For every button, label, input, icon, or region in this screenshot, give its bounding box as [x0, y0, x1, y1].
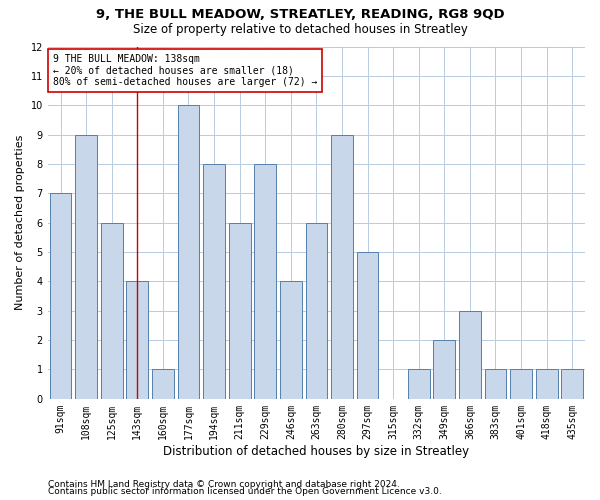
Bar — [101, 222, 122, 399]
Bar — [331, 134, 353, 399]
Text: 9, THE BULL MEADOW, STREATLEY, READING, RG8 9QD: 9, THE BULL MEADOW, STREATLEY, READING, … — [95, 8, 505, 20]
Bar — [305, 222, 327, 399]
Bar — [356, 252, 379, 399]
Text: Contains public sector information licensed under the Open Government Licence v3: Contains public sector information licen… — [48, 488, 442, 496]
Bar — [254, 164, 276, 399]
Bar — [408, 370, 430, 399]
Bar — [459, 310, 481, 399]
Bar — [510, 370, 532, 399]
Bar — [203, 164, 225, 399]
Text: Size of property relative to detached houses in Streatley: Size of property relative to detached ho… — [133, 22, 467, 36]
Y-axis label: Number of detached properties: Number of detached properties — [15, 135, 25, 310]
X-axis label: Distribution of detached houses by size in Streatley: Distribution of detached houses by size … — [163, 444, 469, 458]
Bar — [433, 340, 455, 399]
Bar — [536, 370, 557, 399]
Bar — [50, 194, 71, 399]
Bar — [229, 222, 251, 399]
Text: 9 THE BULL MEADOW: 138sqm
← 20% of detached houses are smaller (18)
80% of semi-: 9 THE BULL MEADOW: 138sqm ← 20% of detac… — [53, 54, 317, 86]
Text: Contains HM Land Registry data © Crown copyright and database right 2024.: Contains HM Land Registry data © Crown c… — [48, 480, 400, 489]
Bar — [75, 134, 97, 399]
Bar — [280, 282, 302, 399]
Bar — [127, 282, 148, 399]
Bar — [485, 370, 506, 399]
Bar — [562, 370, 583, 399]
Bar — [152, 370, 174, 399]
Bar — [178, 105, 199, 399]
